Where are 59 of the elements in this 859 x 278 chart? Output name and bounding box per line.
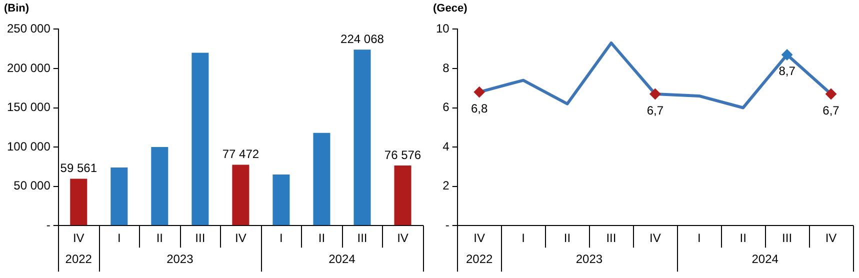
x-tick-label: IV — [235, 231, 246, 246]
y-tick-label: - — [445, 218, 450, 232]
bar — [70, 178, 88, 226]
x-tick-label: IV — [397, 231, 408, 246]
text: 2024 — [328, 252, 356, 266]
text: 2023 — [576, 252, 603, 266]
y-tick-label: 2 — [442, 178, 450, 193]
y-tick-label: 10 — [436, 22, 450, 36]
text: 2023 — [166, 252, 194, 266]
point — [782, 49, 793, 60]
y-tick-label: 50 000 — [14, 178, 51, 193]
text: 2022 — [466, 252, 493, 266]
x-tick-label: IV — [72, 231, 84, 246]
y-tick-label: 8 — [442, 60, 450, 75]
x-tick-label: III — [606, 231, 616, 246]
data-label: 224 068 — [340, 32, 384, 46]
y-tick-label: 150 000 — [6, 100, 51, 114]
bar — [151, 147, 168, 226]
text: 2024 — [752, 252, 779, 266]
x-tick-label: I — [117, 231, 121, 246]
data-label: 59 561 — [60, 161, 98, 176]
data-label: 6,8 — [470, 101, 488, 116]
data-label: 8,7 — [778, 64, 796, 78]
x-tick-label: III — [782, 231, 792, 246]
bar — [394, 165, 412, 226]
x-tick-label: IV — [474, 231, 485, 246]
x-tick-label: I — [522, 231, 525, 246]
y-tick-label: 6 — [442, 100, 450, 114]
x-tick-label: IV — [825, 231, 837, 246]
y-tick-label: 250 000 — [6, 22, 51, 36]
bar — [232, 164, 250, 226]
x-tick-label: II — [156, 231, 163, 246]
data-label: 76 576 — [384, 148, 422, 162]
point — [650, 88, 661, 100]
bar — [313, 132, 330, 226]
x-tick-label: II — [740, 231, 746, 246]
y-tick-label: 4 — [442, 139, 450, 154]
x-tick-label: II — [318, 231, 326, 246]
x-tick-label: I — [280, 231, 283, 246]
x-tick-label: I — [697, 231, 701, 246]
point — [826, 88, 837, 100]
y-tick-label: 100 000 — [6, 139, 51, 154]
x-tick-label: IV — [650, 231, 661, 246]
bar — [192, 52, 209, 226]
data-label: 6,7 — [822, 103, 840, 118]
bar — [272, 174, 290, 226]
bar — [110, 167, 128, 226]
x-tick-label: III — [195, 231, 206, 246]
x-tick-label: II — [564, 231, 571, 246]
y-tick-label: - — [46, 218, 50, 232]
point — [474, 86, 485, 98]
data-label: 6,7 — [646, 103, 664, 118]
y-tick-label: 200 000 — [6, 60, 51, 75]
bar — [354, 50, 371, 226]
y-axis-title: (Gece) — [433, 2, 468, 15]
x-tick-label: III — [357, 231, 368, 246]
data-label: 77 472 — [222, 147, 260, 162]
text: 2022 — [65, 252, 92, 266]
y-axis-title: (Bin) — [4, 2, 30, 15]
